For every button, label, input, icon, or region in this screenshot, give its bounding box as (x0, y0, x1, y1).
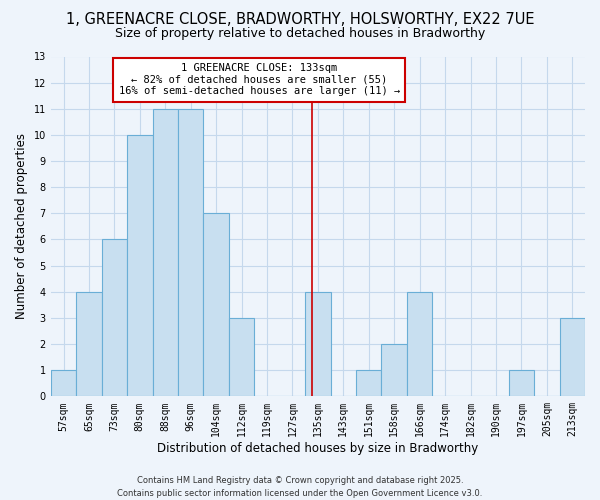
Bar (127, 135, 152, 396)
Bar (51, 370, 76, 396)
Bar (203, 214, 229, 396)
Bar (229, 318, 254, 396)
Bar (101, 240, 127, 396)
Text: 1, GREENACRE CLOSE, BRADWORTHY, HOLSWORTHY, EX22 7UE: 1, GREENACRE CLOSE, BRADWORTHY, HOLSWORT… (66, 12, 534, 28)
Bar (560, 318, 585, 396)
Bar (509, 370, 534, 396)
X-axis label: Distribution of detached houses by size in Bradworthy: Distribution of detached houses by size … (157, 442, 479, 455)
Bar (356, 370, 382, 396)
Bar (305, 292, 331, 397)
Bar (407, 292, 433, 397)
Bar (152, 109, 178, 397)
Y-axis label: Number of detached properties: Number of detached properties (15, 134, 28, 320)
Text: Contains HM Land Registry data © Crown copyright and database right 2025.
Contai: Contains HM Land Registry data © Crown c… (118, 476, 482, 498)
Bar (76, 292, 101, 397)
Bar (382, 344, 407, 397)
Text: Size of property relative to detached houses in Bradworthy: Size of property relative to detached ho… (115, 28, 485, 40)
Bar (178, 109, 203, 397)
Text: 1 GREENACRE CLOSE: 133sqm
← 82% of detached houses are smaller (55)
16% of semi-: 1 GREENACRE CLOSE: 133sqm ← 82% of detac… (119, 64, 400, 96)
